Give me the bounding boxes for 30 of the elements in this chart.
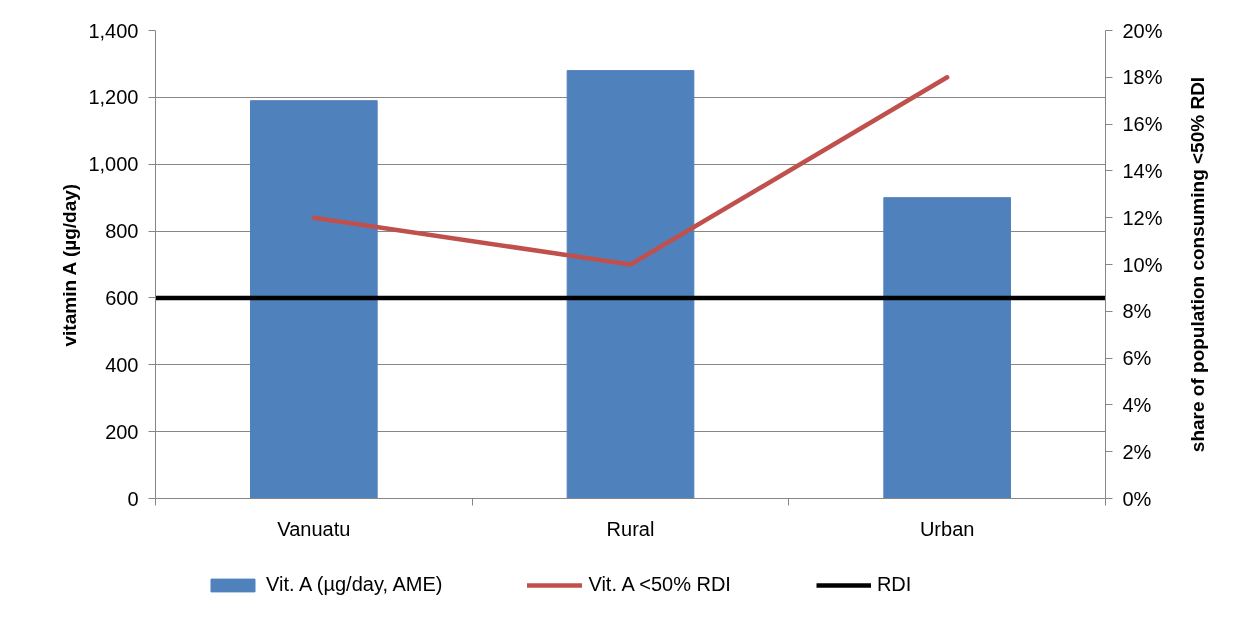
legend-label: Vit. A <50% RDI <box>588 573 731 596</box>
y2-tick-label: 4% <box>1122 393 1152 416</box>
y2-axis-title: share of population consuming <50% RDI <box>1187 76 1208 453</box>
y2-tick-label: 20% <box>1122 19 1163 42</box>
x-tick-label: Rural <box>606 517 655 540</box>
legend-label: Vit. A (µg/day, AME) <box>266 573 443 596</box>
y-tick-label: 1,400 <box>88 19 139 42</box>
legend-label: RDI <box>876 573 912 596</box>
bar <box>883 197 1011 499</box>
y-tick-label: 1,200 <box>88 86 139 109</box>
y2-tick-label: 12% <box>1122 206 1163 229</box>
y2-tick-label: 0% <box>1122 487 1152 510</box>
y2-tick-label: 10% <box>1122 253 1163 276</box>
y-tick-label: 400 <box>105 353 139 376</box>
y-tick-label: 200 <box>105 420 139 443</box>
bar <box>566 70 695 499</box>
y2-tick-label: 18% <box>1122 66 1163 89</box>
x-tick-label: Urban <box>919 517 975 540</box>
y-tick-label: 1,000 <box>88 153 139 176</box>
y-tick-label: 600 <box>105 286 139 309</box>
y-tick-label: 0 <box>127 487 139 510</box>
y2-tick-label: 2% <box>1122 440 1152 463</box>
y-axis-title: vitamin A (µg/day) <box>59 183 81 347</box>
y2-tick-label: 6% <box>1122 347 1152 370</box>
x-tick-label: Vanuatu <box>277 517 351 540</box>
bar <box>250 100 378 499</box>
y2-tick-label: 8% <box>1122 300 1152 323</box>
y-tick-label: 800 <box>105 220 139 243</box>
y2-tick-label: 14% <box>1122 159 1163 182</box>
y2-tick-label: 16% <box>1122 113 1163 136</box>
